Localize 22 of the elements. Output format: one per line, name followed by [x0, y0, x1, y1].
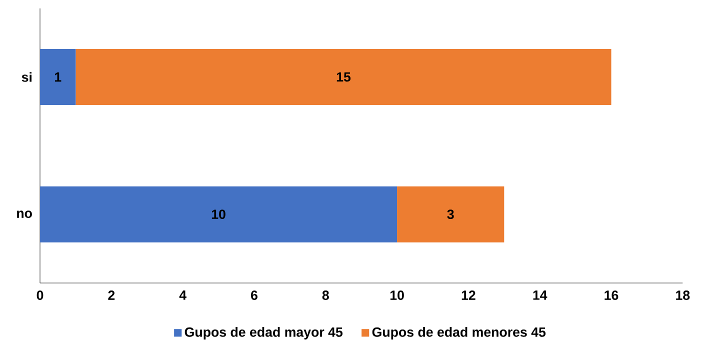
- x-tick-label: 10: [390, 290, 404, 300]
- x-tick-label: 14: [533, 290, 548, 300]
- x-tick-label: 0: [36, 290, 44, 300]
- legend-label: Gupos de edad mayor 45: [184, 327, 343, 340]
- data-label: 1: [54, 72, 62, 82]
- y-tick-label: no: [17, 210, 32, 218]
- x-tick-label: 8: [322, 290, 329, 300]
- bar: [76, 48, 612, 105]
- x-tick-label: 4: [179, 290, 186, 300]
- y-tick-label: si: [22, 72, 32, 82]
- legend-label: Gupos de edad menores 45: [372, 327, 546, 340]
- x-tick-label: 6: [251, 290, 258, 300]
- x-tick-label: 18: [676, 290, 690, 300]
- data-label: 15: [336, 72, 351, 82]
- bar: [40, 186, 398, 242]
- data-label: 3: [447, 210, 454, 220]
- data-label: 10: [212, 210, 226, 220]
- x-tick-label: 2: [108, 290, 115, 300]
- bar: [397, 186, 504, 242]
- x-tick-label: 16: [604, 290, 618, 300]
- x-tick-label: 12: [462, 290, 476, 300]
- bar: [40, 48, 76, 105]
